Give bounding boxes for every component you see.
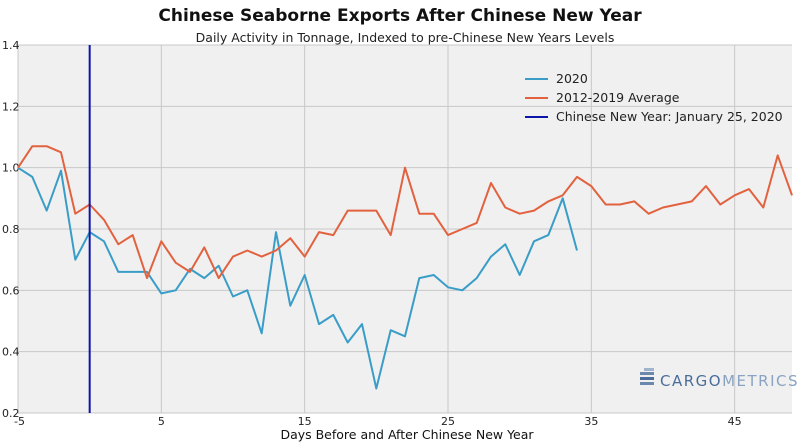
series-line: [17, 166, 578, 390]
x-tick-label: 45: [728, 415, 742, 428]
legend-label: Chinese New Year: January 25, 2020: [556, 109, 783, 124]
x-tick-label: 35: [584, 415, 598, 428]
y-axis-ticks: 0.2 0.4 0.6 0.8 1.0 1.2 1.4: [2, 39, 20, 420]
x-axis-label: Days Before and After Chinese New Year: [280, 427, 534, 442]
y-tick-label: 1.0: [2, 162, 20, 175]
brand-name-part-1: CARGO: [660, 372, 722, 390]
x-axis-ticks: -5 5 15 25 35 45: [14, 415, 742, 428]
series-layer: [17, 145, 793, 390]
y-tick-label: 0.6: [2, 284, 20, 297]
y-tick-label: 1.2: [2, 100, 20, 113]
cargometrics-logo: CARGOMETRICS: [640, 368, 799, 390]
x-tick-label: -5: [14, 415, 25, 428]
y-tick-label: 0.2: [2, 407, 20, 420]
y-tick-label: 1.4: [2, 39, 20, 52]
brand-name: CARGOMETRICS: [660, 372, 799, 390]
legend-label: 2012-2019 Average: [556, 90, 680, 105]
y-tick-label: 0.8: [2, 223, 20, 236]
x-tick-label: 25: [441, 415, 455, 428]
legend-label: 2020: [556, 71, 588, 86]
chart-subtitle: Daily Activity in Tonnage, Indexed to pr…: [195, 30, 615, 45]
grid: [17, 44, 792, 414]
x-tick-label: 5: [158, 415, 165, 428]
legend: 2020 2012-2019 Average Chinese New Year: J…: [525, 71, 783, 124]
logo-mark-icon: [640, 368, 654, 385]
y-tick-label: 0.4: [2, 346, 20, 359]
brand-name-part-2: METRICS: [722, 372, 799, 390]
series-line: [17, 145, 793, 280]
x-tick-label: 15: [298, 415, 312, 428]
chart-title: Chinese Seaborne Exports After Chinese N…: [158, 6, 642, 26]
